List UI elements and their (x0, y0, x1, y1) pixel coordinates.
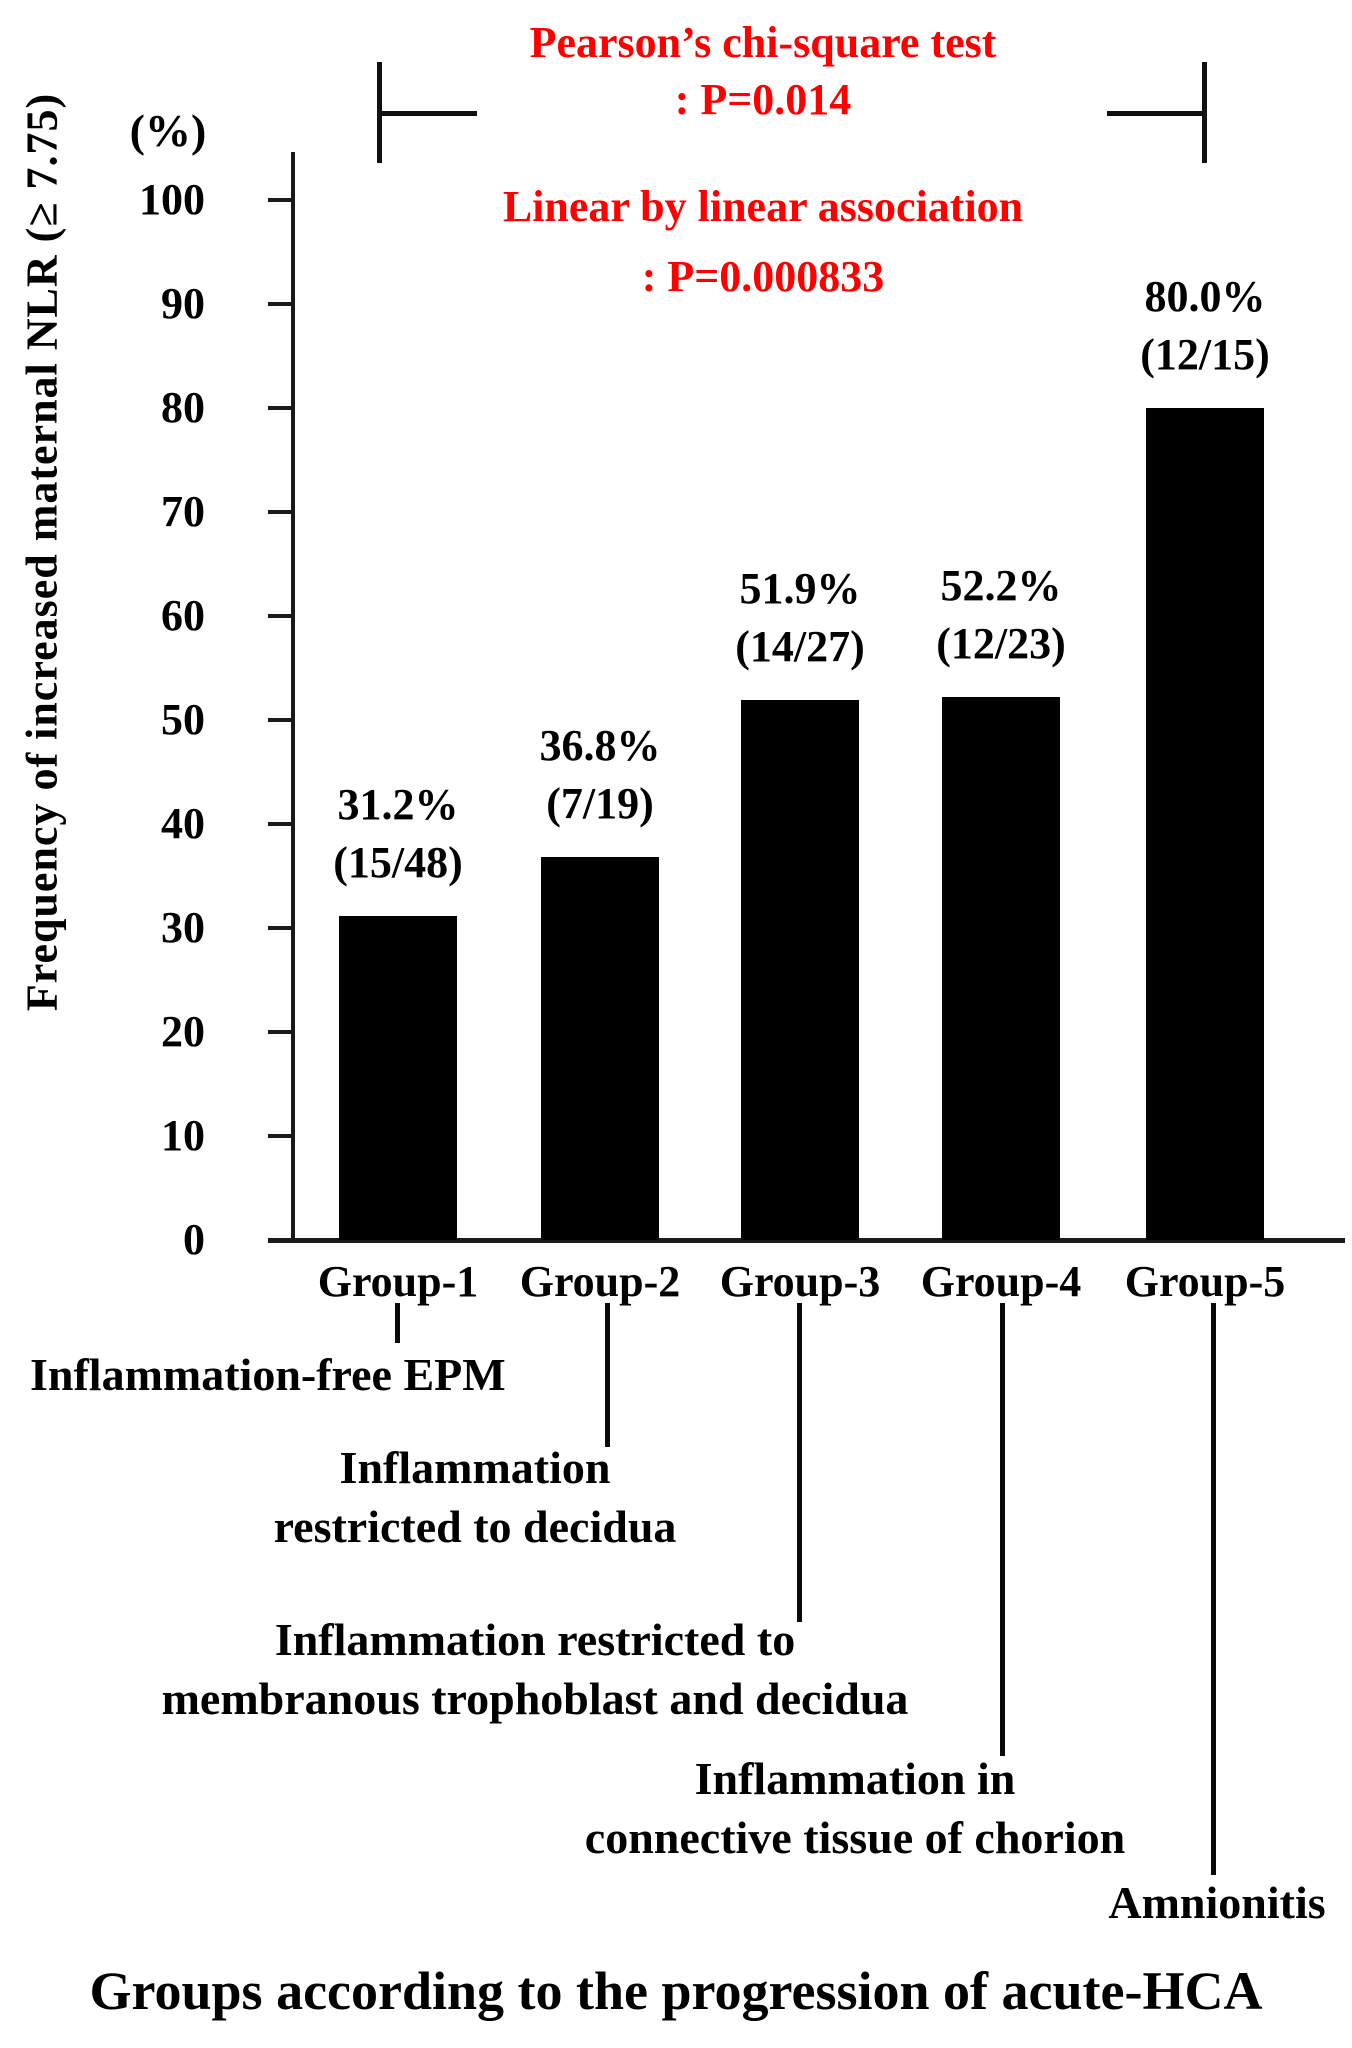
y-tick-label-100: 100 (139, 175, 205, 224)
y-tick-90 (268, 302, 291, 306)
category-description-2: Inflammation restricted to decidua (274, 1438, 677, 1556)
connector-line-4 (1000, 1303, 1005, 1756)
connector-line-2 (605, 1303, 610, 1447)
category-description-3: Inflammation restricted to membranous tro… (162, 1610, 909, 1728)
x-category-label-4: Group-4 (920, 1257, 1082, 1306)
y-tick-label-80: 80 (161, 383, 205, 432)
bar-value-label-1: 31.2% (15/48) (268, 776, 528, 892)
y-axis-line (291, 152, 295, 1242)
bar-value-line: (12/15) (1140, 330, 1270, 379)
y-tick-20 (268, 1030, 291, 1034)
category-description-5: Amnionitis (1108, 1873, 1325, 1932)
y-tick-label-30: 30 (161, 903, 205, 952)
y-tick-10 (268, 1134, 291, 1138)
category-description-line: membranous trophoblast and decidua (161, 1673, 909, 1724)
bar-value-line: (12/23) (936, 619, 1066, 669)
linear-association-pvalue: : P=0.000833 (641, 252, 885, 301)
y-tick-label-60: 60 (161, 591, 205, 640)
bar-value-line: (15/48) (333, 837, 463, 887)
x-category-label-1: Group-1 (317, 1257, 479, 1306)
category-description-line: Inflammation-free EPM (30, 1349, 506, 1400)
bracket-right-horizontal (1107, 111, 1207, 116)
y-tick-30 (268, 926, 291, 930)
category-description-1: Inflammation-free EPM (30, 1345, 506, 1404)
y-tick-70 (268, 510, 291, 514)
y-tick-label-10: 10 (161, 1111, 205, 1160)
x-category-label-3: Group-3 (719, 1257, 881, 1306)
category-description-line: Amnionitis (1108, 1877, 1326, 1928)
connector-line-1 (395, 1303, 400, 1343)
bar-group-3 (741, 700, 859, 1240)
category-description-line: Inflammation restricted to (274, 1614, 796, 1665)
x-category-label-2: Group-2 (519, 1257, 681, 1306)
y-tick-50 (268, 718, 291, 722)
bar-value-label-3: 51.9% (14/27) (670, 560, 930, 676)
connector-line-5 (1211, 1303, 1216, 1875)
pearson-test-line: Pearson’s chi-square test (529, 18, 997, 67)
bracket-left-horizontal (377, 111, 477, 116)
bar-group-4 (942, 697, 1060, 1240)
y-tick-label-40: 40 (161, 799, 205, 848)
bar-value-label-4: 52.2% (12/23) (871, 557, 1131, 673)
y-tick-label-70: 70 (161, 487, 205, 536)
bar-value-label-5: 80.0% (12/15) (1075, 268, 1335, 384)
bar-value-line: (7/19) (546, 779, 654, 829)
category-description-line: restricted to decidua (273, 1501, 677, 1552)
y-tick-0 (268, 1238, 291, 1242)
y-tick-label-50: 50 (161, 695, 205, 744)
pearson-test-annotation: Pearson’s chi-square test : P=0.014 (433, 14, 1093, 128)
pearson-pvalue: : P=0.014 (674, 75, 852, 124)
bar-value-line: (14/27) (735, 622, 865, 672)
x-axis-title: Groups according to the progression of a… (89, 1961, 1263, 2021)
bar-value-line: 31.2% (337, 779, 459, 829)
x-axis-line (268, 1238, 1345, 1243)
bar-group-5 (1146, 408, 1264, 1240)
category-description-line: Inflammation in (694, 1753, 1016, 1804)
bar-value-label-2: 36.8% (7/19) (470, 717, 730, 833)
x-category-label-5: Group-5 (1124, 1257, 1286, 1306)
y-axis-unit-label: (%) (129, 105, 207, 156)
bar-value-line: 51.9% (739, 564, 861, 614)
category-description-line: Inflammation (339, 1442, 611, 1493)
y-tick-100 (268, 198, 291, 202)
bar-group-2 (541, 857, 659, 1240)
connector-line-3 (797, 1303, 802, 1622)
bar-value-line: 52.2% (940, 561, 1062, 611)
y-tick-label-20: 20 (161, 1007, 205, 1056)
y-tick-80 (268, 406, 291, 410)
linear-association-annotation: Linear by linear association : P=0.00083… (433, 172, 1093, 312)
y-tick-40 (268, 822, 291, 826)
category-description-4: Inflammation in connective tissue of chor… (585, 1749, 1125, 1867)
y-tick-label-90: 90 (161, 279, 205, 328)
category-description-line: connective tissue of chorion (584, 1812, 1126, 1863)
y-tick-label-0: 0 (183, 1215, 205, 1264)
bar-group-1 (339, 915, 457, 1240)
bar-value-line: 80.0% (1144, 272, 1266, 321)
y-tick-60 (268, 614, 291, 618)
linear-association-line: Linear by linear association (502, 182, 1024, 231)
bar-value-line: 36.8% (539, 721, 661, 771)
